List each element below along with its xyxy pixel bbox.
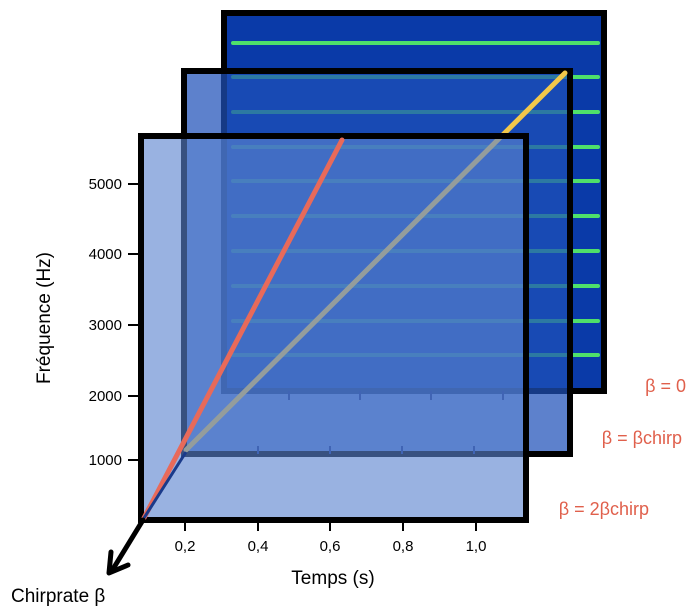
label-beta-0: β = 0 <box>645 376 686 396</box>
y-axis-label: Fréquence (Hz) <box>34 252 55 384</box>
plane-beta-2chirp-fill <box>138 133 529 523</box>
x-axis-label: Temps (s) <box>291 568 374 589</box>
x-tick-label: 0,4 <box>248 538 269 555</box>
x-axis: 0,2 0,4 0,6 0,8 1,0 Temps (s) <box>175 520 487 589</box>
depth-axis-label: Chirprate β <box>11 586 105 607</box>
label-beta-chirp: β = βchirp <box>602 428 682 448</box>
y-tick-label: 4000 <box>89 246 122 263</box>
y-tick-label: 1000 <box>89 452 122 469</box>
depth-axis: Chirprate β <box>11 517 146 607</box>
y-tick-label: 5000 <box>89 176 122 193</box>
chirp-line-red <box>141 137 345 521</box>
depth-arrow-head-icon <box>106 549 131 576</box>
x-tick-label: 0,2 <box>175 538 196 555</box>
y-tick-label: 3000 <box>89 317 122 334</box>
plane-beta-2chirp <box>138 133 529 523</box>
x-tick-label: 0,6 <box>320 538 341 555</box>
y-axis: 5000 4000 3000 2000 1000 Fréquence (Hz) <box>34 176 141 469</box>
x-tick-label: 0,8 <box>393 538 414 555</box>
depth-arrow-shaft <box>110 517 146 572</box>
y-tick-label: 2000 <box>89 388 122 405</box>
x-tick-label: 1,0 <box>466 538 487 555</box>
depth-connector <box>142 451 188 519</box>
label-beta-2chirp: β = 2βchirp <box>559 499 649 519</box>
